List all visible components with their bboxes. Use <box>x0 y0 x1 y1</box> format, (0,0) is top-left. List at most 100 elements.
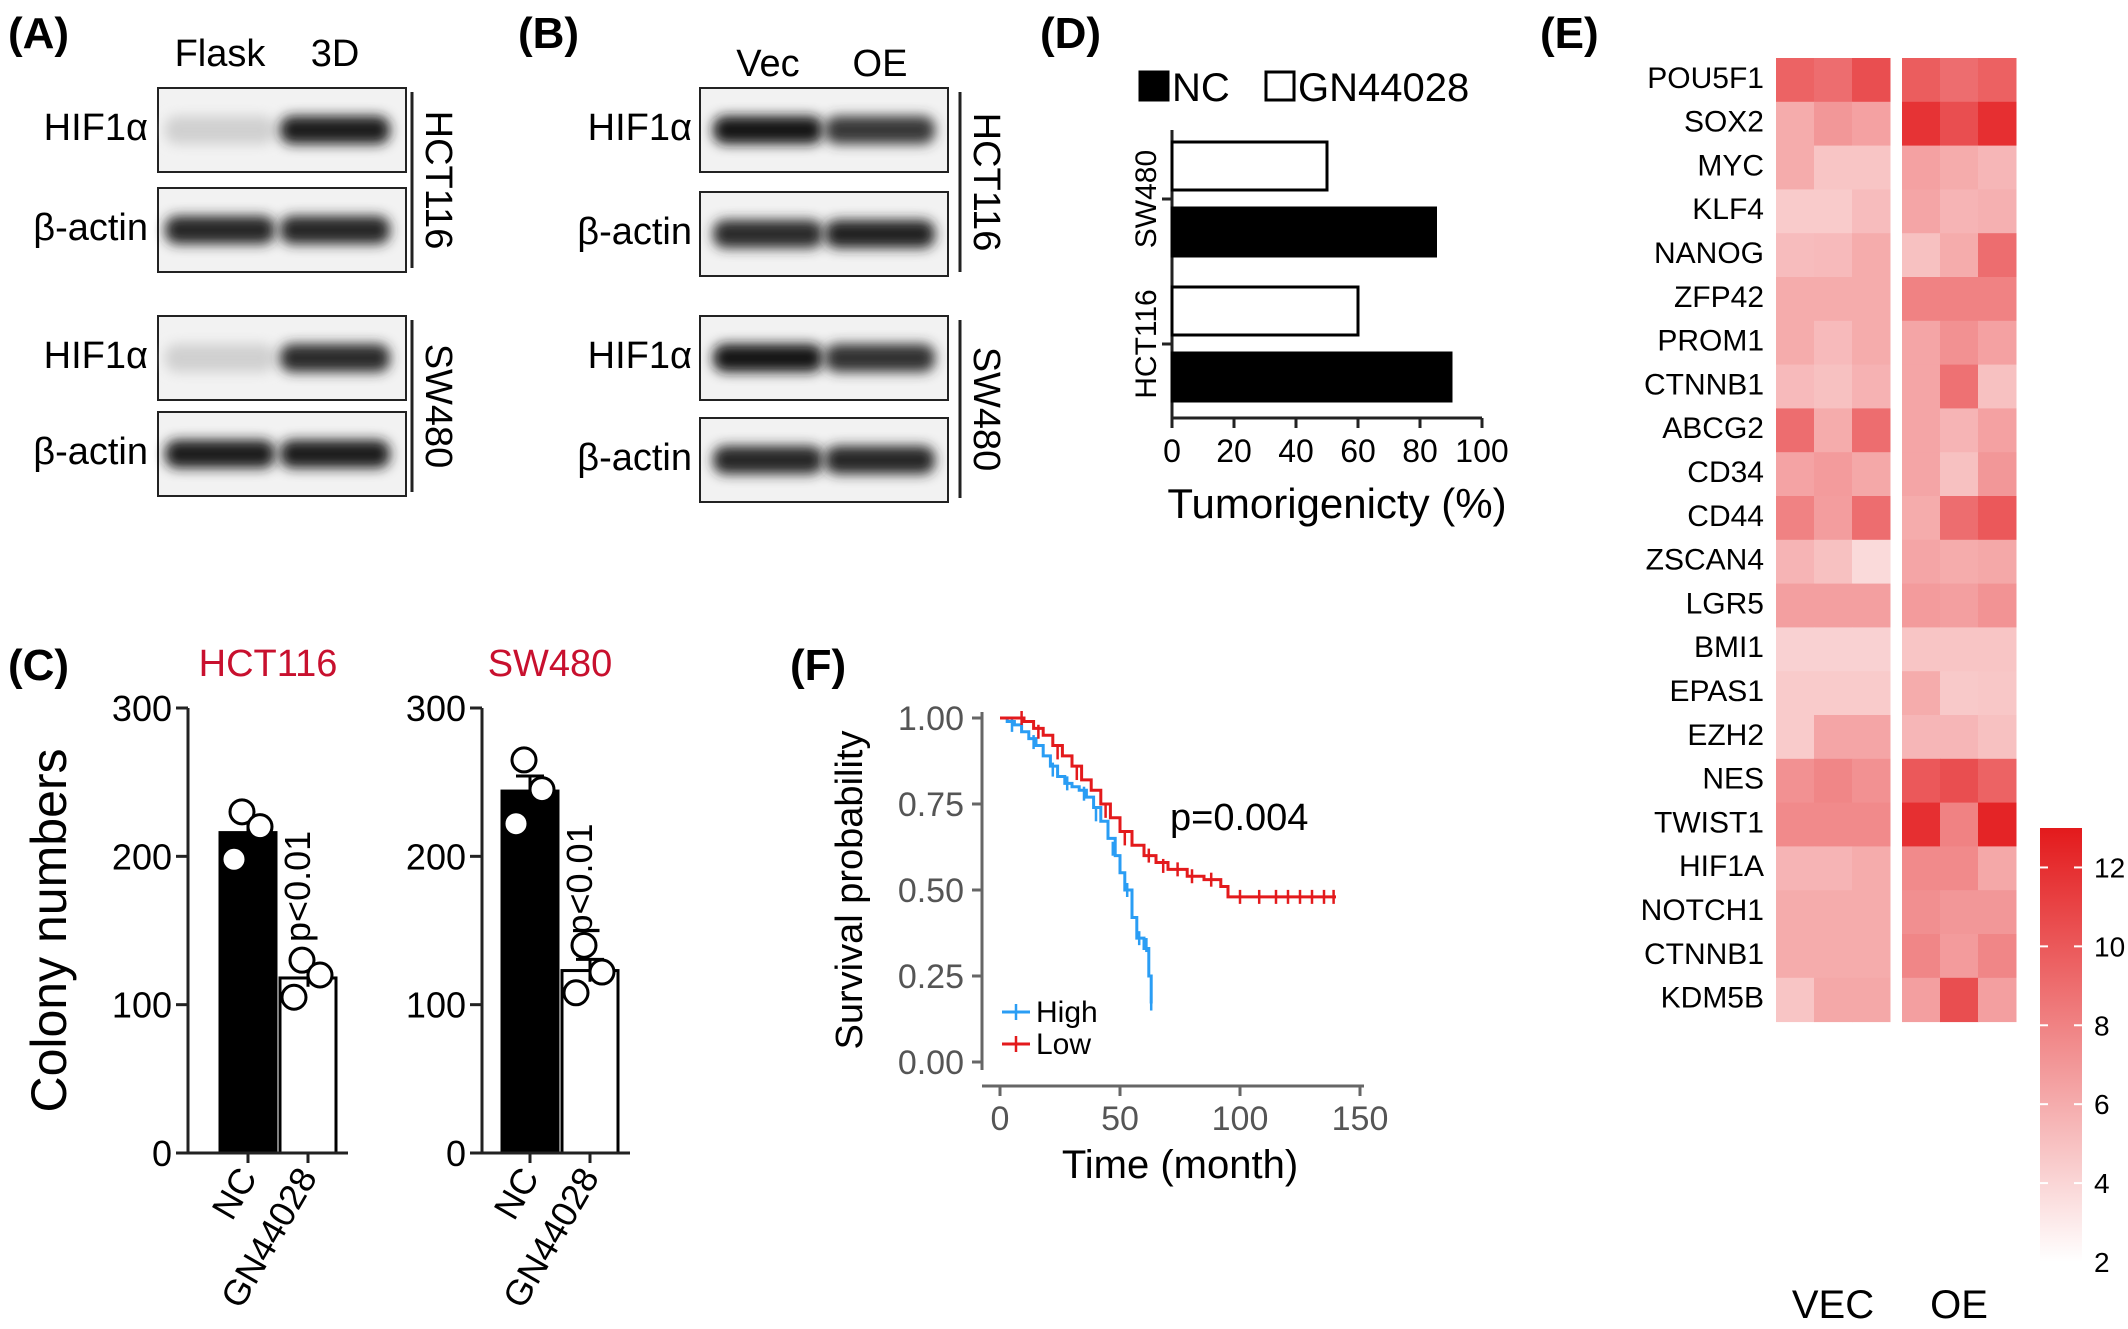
x-tick-label: 100 <box>1212 1100 1269 1138</box>
heatmap-cell <box>1852 320 1891 366</box>
data-point <box>280 983 308 1011</box>
heatmap-cell <box>1978 58 2017 103</box>
heatmap-cell <box>1814 758 1853 804</box>
heatmap-cell <box>1852 189 1891 234</box>
heatmap-cell <box>1978 671 2017 716</box>
heatmap-cell <box>1776 58 1815 103</box>
heatmap-cell <box>1902 496 1941 541</box>
heatmap-cell <box>1978 758 2017 804</box>
heatmap-cell <box>1940 802 1979 847</box>
gene-label: CD34 <box>1687 456 1764 489</box>
survival-curve-chart: 0.00 0.25 0.50 0.75 1.00 0 50 100 150 Time (month… <box>829 700 1388 1187</box>
heatmap-cell <box>1902 539 1941 585</box>
data-point <box>570 931 598 959</box>
heatmap-cell <box>1940 627 1979 672</box>
heatmap-cell <box>1978 408 2017 453</box>
colorbar <box>2040 828 2082 1262</box>
heatmap-cell <box>1852 496 1891 541</box>
x-tick-label: 20 <box>1216 433 1252 469</box>
heatmap-cell <box>1902 277 1941 322</box>
heatmap-cell <box>1902 758 1941 804</box>
tumorigenicity-bar-chart: NC GN44028 SW480 HCT116 0 20 40 60 80 100 Tumorige… <box>1130 66 1509 527</box>
blot-row-label: HIF1α <box>588 335 692 377</box>
heatmap-cell <box>1814 627 1853 672</box>
legend-label: NC <box>1172 66 1230 110</box>
heatmap-cell <box>1940 671 1979 716</box>
heatmap-cell <box>1776 846 1815 891</box>
heatmap-cell <box>1852 233 1891 278</box>
y-tick-label: 0.75 <box>898 786 964 824</box>
blot-column-label: 3D <box>311 33 360 75</box>
heatmap-cell <box>1902 890 1941 935</box>
heatmap-cell <box>1852 890 1891 935</box>
blot-band <box>280 116 390 144</box>
p-value-annotation: p=0.004 <box>1170 797 1308 839</box>
heatmap-cell <box>1978 452 2017 497</box>
heatmap-cell <box>1978 233 2017 278</box>
gene-label: CTNNB1 <box>1644 938 1764 971</box>
blot-band <box>713 446 823 474</box>
gene-label: CD44 <box>1687 500 1764 533</box>
heatmap-cell <box>1852 758 1891 804</box>
heatmap-cell <box>1902 627 1941 672</box>
gene-label: KDM5B <box>1661 982 1764 1015</box>
heatmap-cell <box>1814 977 1853 1023</box>
heatmap-cell <box>1940 758 1979 804</box>
heatmap-cell <box>1940 364 1979 409</box>
heatmap-cell <box>1940 145 1979 190</box>
y-tick-label: 0.50 <box>898 872 964 910</box>
heatmap-cell <box>1852 58 1891 103</box>
blot-band <box>825 116 935 144</box>
heatmap-cell <box>1776 627 1815 672</box>
bar <box>1170 351 1453 403</box>
heatmap-cell <box>1852 145 1891 190</box>
heatmap-cell <box>1814 233 1853 278</box>
gene-label: NES <box>1702 763 1764 796</box>
heatmap-cell <box>1902 934 1941 979</box>
heatmap-cell <box>1814 934 1853 979</box>
blot-band <box>280 216 390 244</box>
group-label: VEC <box>1792 1283 1874 1327</box>
heatmap-cell <box>1776 320 1815 366</box>
heatmap-cell <box>1776 758 1815 804</box>
x-tick-label: 0 <box>991 1100 1010 1138</box>
western-blot-panel-a: Flask 3D HIF1α β-actin HIF1α β-actin HCT116 SW4… <box>33 33 459 497</box>
heatmap-cell <box>1776 101 1815 147</box>
heatmap-cell <box>1978 802 2017 847</box>
heatmap-cell <box>1902 58 1941 103</box>
y-axis-label: Survival probability <box>829 731 871 1050</box>
blot-band <box>165 216 275 244</box>
heatmap-cell <box>1814 452 1853 497</box>
x-tick-label: NC <box>485 1161 547 1227</box>
y-tick-label: 0.00 <box>898 1044 964 1082</box>
heatmap-cell <box>1852 977 1891 1023</box>
heatmap-cell <box>1978 320 2017 366</box>
y-tick-label: 0.25 <box>898 958 964 996</box>
heatmap-cell <box>1978 934 2017 979</box>
gene-label: SOX2 <box>1684 106 1764 139</box>
heatmap-cell <box>1814 715 1853 760</box>
heatmap-cell <box>1852 934 1891 979</box>
gene-label: EZH2 <box>1687 719 1764 752</box>
cell-line-label: HCT116 <box>417 111 459 250</box>
heatmap-cell <box>1902 101 1941 147</box>
blot-row-label: HIF1α <box>44 107 148 149</box>
cell-line-label: HCT116 <box>965 113 1007 252</box>
heatmap-cell <box>1852 364 1891 409</box>
heatmap-cell <box>1814 320 1853 366</box>
gene-label: CTNNB1 <box>1644 368 1764 401</box>
heatmap-cell <box>1978 977 2017 1023</box>
heatmap-cell <box>1776 189 1815 234</box>
y-tick-label: 0 <box>152 1133 172 1174</box>
data-point <box>562 979 590 1007</box>
blot-band <box>165 344 275 372</box>
gene-expression-heatmap: POU5F1 SOX2 MYC KLF4 NANOG ZFP42 PROM1 CTNNB1 AB… <box>1641 58 2125 1327</box>
heatmap-cell <box>1902 320 1941 366</box>
colorbar-tick-label: 4 <box>2094 1168 2110 1199</box>
heatmap-cell <box>1978 539 2017 585</box>
gene-label: NOTCH1 <box>1641 894 1764 927</box>
data-point <box>306 961 334 989</box>
blot-column-label: Flask <box>175 33 267 75</box>
heatmap-cell <box>1814 58 1853 103</box>
significance-annotation: p<0.01 <box>559 823 600 934</box>
